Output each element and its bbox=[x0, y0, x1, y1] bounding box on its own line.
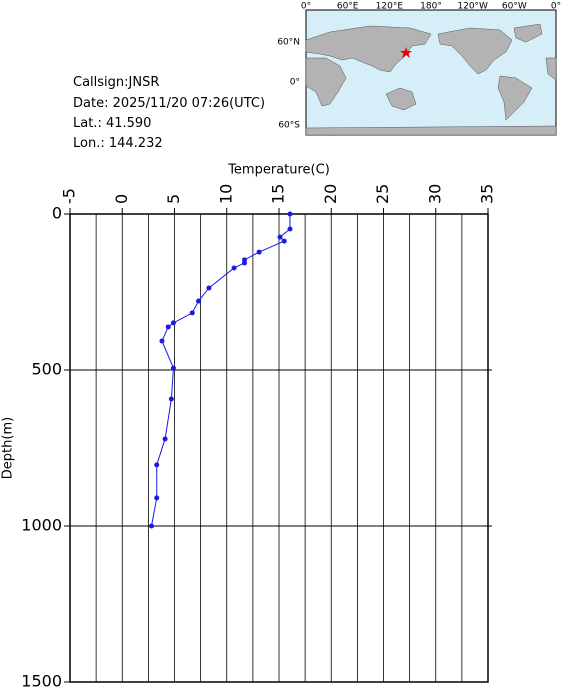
x-tick-label: 10 bbox=[216, 184, 235, 204]
map-lon-label: 120°W bbox=[457, 2, 488, 12]
map-lat-label: 0° bbox=[290, 78, 300, 88]
lat: Lat.: 41.590 bbox=[73, 116, 151, 131]
map-lon-label: 180° bbox=[420, 2, 442, 12]
point bbox=[154, 462, 160, 468]
info: Callsign:JNSR Date: 2025/11/20 07:26(UTC… bbox=[73, 75, 265, 151]
plot: -5 0 5 10 15 20 25 30 35050010001500Temperature(… bbox=[1, 163, 497, 691]
x-tick-label: 25 bbox=[373, 184, 392, 204]
point bbox=[277, 234, 283, 240]
x-tick-label: -5 bbox=[60, 188, 79, 204]
map-lon-label: 60°E bbox=[337, 2, 359, 12]
point bbox=[168, 396, 174, 402]
y-tick-label: 1500 bbox=[21, 672, 62, 691]
point bbox=[149, 523, 155, 529]
position-star bbox=[400, 47, 412, 58]
point bbox=[287, 211, 293, 217]
point bbox=[170, 365, 176, 371]
point bbox=[189, 310, 195, 316]
point bbox=[242, 260, 248, 266]
y-tick-label: 500 bbox=[31, 360, 62, 379]
map: 0° 60°E 120°E 180° 120°W 60°W 0° 60°N 0° 60°S bbox=[277, 2, 561, 136]
map-lon-label: 60°W bbox=[502, 2, 527, 12]
x-tick-label: 5 bbox=[164, 194, 183, 204]
x-axis-label: Temperature(C) bbox=[227, 163, 330, 178]
point bbox=[281, 238, 287, 244]
y-axis-label: Depth(m) bbox=[1, 417, 16, 479]
callsign: Callsign:JNSR bbox=[73, 75, 159, 90]
point bbox=[196, 298, 202, 304]
point bbox=[287, 226, 293, 232]
point bbox=[206, 285, 212, 291]
point bbox=[154, 495, 160, 501]
date: Date: 2025/11/20 07:26(UTC) bbox=[73, 96, 265, 111]
map-lon-label: 0° bbox=[301, 2, 311, 12]
point bbox=[170, 320, 176, 326]
y-tick-label: 0 bbox=[52, 204, 62, 223]
lon: Lon.: 144.232 bbox=[73, 136, 163, 151]
y-tick-label: 1000 bbox=[21, 516, 62, 535]
land bbox=[305, 23, 557, 136]
point bbox=[256, 249, 262, 255]
map-lon-label: 0° bbox=[551, 2, 561, 12]
point bbox=[162, 436, 168, 442]
profile-line bbox=[151, 214, 291, 527]
map-lat-label: 60°S bbox=[278, 121, 300, 131]
map-lon-label: 120°E bbox=[376, 2, 404, 12]
point bbox=[159, 338, 165, 344]
x-tick-label: 0 bbox=[112, 194, 131, 204]
map-lat-label: 60°N bbox=[277, 38, 300, 48]
point bbox=[231, 265, 237, 271]
x-tick-label: 30 bbox=[425, 184, 444, 204]
x-tick-label: 20 bbox=[321, 184, 340, 204]
x-tick-label: 35 bbox=[478, 184, 497, 204]
x-tick-label: 15 bbox=[269, 184, 288, 204]
point bbox=[165, 324, 171, 330]
